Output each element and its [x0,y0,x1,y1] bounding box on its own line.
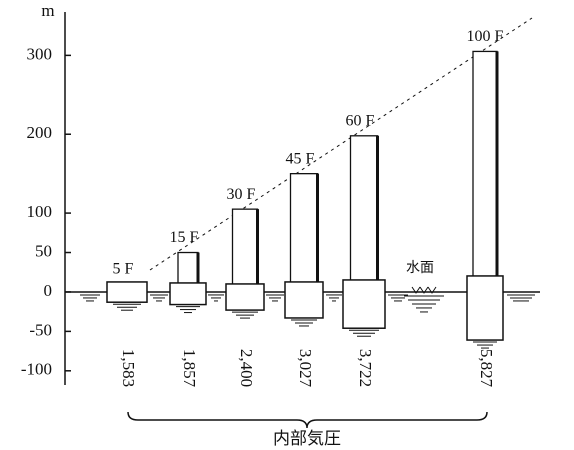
pressure-label: 1,857 [180,349,199,388]
foundation [467,276,503,340]
building [473,51,497,292]
floor-label: 60 F [346,112,375,129]
foundation [226,284,264,310]
y-unit: m [41,1,54,20]
foundation [107,282,147,302]
building [291,174,318,292]
water-label: 水面 [406,260,434,276]
x-label: 内部気圧 [273,429,341,448]
building [351,136,378,292]
y-tick-label: 200 [27,123,53,142]
foundation [343,280,385,328]
foundation [170,283,206,305]
floor-label: 30 F [227,186,256,203]
floor-label: 5 F [113,261,134,278]
chart: m 内部気圧 300 200 100 50 0 -50 -100 水面 5 F 1,583 15 F… [0,0,574,450]
y-tick-label: -100 [21,360,52,379]
building [233,209,258,292]
floor-label: 100 F [467,28,504,45]
pressure-label: 5,827 [477,349,496,388]
pressure-label: 3,027 [296,349,315,388]
floor-label: 45 F [286,150,315,167]
y-tick-label: 50 [35,241,52,260]
y-tick-label: -50 [29,320,52,339]
pressure-label: 2,400 [237,349,256,387]
floor-label: 15 F [170,229,199,246]
pressure-label: 3,722 [356,349,375,387]
y-tick-label: 300 [27,44,53,63]
water-symbol [412,287,436,293]
y-tick-label: 100 [27,202,53,221]
pressure-label: 1,583 [119,349,138,387]
y-tick-label: 0 [44,281,53,300]
brace [128,412,487,428]
foundation [285,282,323,318]
